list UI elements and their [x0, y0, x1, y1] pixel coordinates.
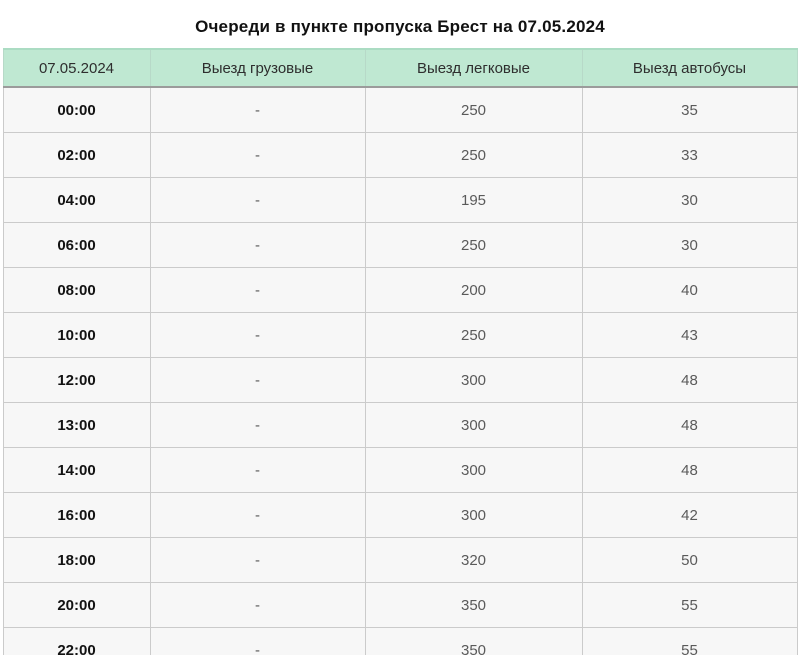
cars-cell: 300: [364, 357, 583, 403]
cars-cell: 300: [364, 447, 583, 493]
time-cell: 18:00: [2, 537, 151, 583]
time-cell: 06:00: [2, 222, 151, 268]
header-cell-cars: Выезд легковые: [364, 48, 583, 88]
cars-cell: 195: [364, 177, 583, 223]
buses-cell: 42: [581, 492, 798, 538]
trucks-cell: -: [149, 492, 366, 538]
cars-cell: 200: [364, 267, 583, 313]
time-cell: 10:00: [2, 312, 151, 358]
trucks-cell: -: [149, 357, 366, 403]
cars-cell: 300: [364, 402, 583, 448]
cars-cell: 350: [364, 627, 583, 655]
buses-cell: 40: [581, 267, 798, 313]
trucks-cell: -: [149, 86, 366, 133]
trucks-cell: -: [149, 582, 366, 628]
trucks-cell: -: [149, 132, 366, 178]
time-cell: 14:00: [2, 447, 151, 493]
table-row: 16:00-300 42: [2, 492, 798, 538]
cars-cell: 320: [364, 537, 583, 583]
trucks-cell: -: [149, 537, 366, 583]
cars-cell: 300: [364, 492, 583, 538]
time-cell: 12:00: [2, 357, 151, 403]
table-row: 12:00-300 48: [2, 357, 798, 403]
table-row: 20:00-350 55: [2, 582, 798, 628]
trucks-cell: -: [149, 177, 366, 223]
trucks-cell: -: [149, 627, 366, 655]
trucks-cell: -: [149, 447, 366, 493]
buses-cell: 48: [581, 357, 798, 403]
time-cell: 08:00: [2, 267, 151, 313]
cars-cell: 250: [364, 132, 583, 178]
trucks-cell: -: [149, 402, 366, 448]
time-cell: 04:00: [2, 177, 151, 223]
table-row: 22:00-350 55: [2, 627, 798, 655]
table-row: 14:00-300 48: [2, 447, 798, 493]
time-cell: 20:00: [2, 582, 151, 628]
trucks-cell: -: [149, 312, 366, 358]
header-cell-trucks: Выезд грузовые: [149, 48, 366, 88]
queue-table: 07.05.2024 Выезд грузовые Выезд легковые…: [2, 48, 798, 655]
table-row: 02:00-250 33: [2, 132, 798, 178]
table-row: 08:00-200 40: [2, 267, 798, 313]
header-cell-buses: Выезд автобусы: [581, 48, 798, 88]
table-row: 06:00-250 30: [2, 222, 798, 268]
cars-cell: 250: [364, 222, 583, 268]
buses-cell: 55: [581, 582, 798, 628]
buses-cell: 55: [581, 627, 798, 655]
buses-cell: 48: [581, 402, 798, 448]
trucks-cell: -: [149, 267, 366, 313]
cars-cell: 350: [364, 582, 583, 628]
table-body: 00:00-250 35 02:00-250 33 04:00-195 30 06:00-2…: [2, 86, 798, 655]
trucks-cell: -: [149, 222, 366, 268]
table-row: 18:00-320 50: [2, 537, 798, 583]
header-cell-date: 07.05.2024: [2, 48, 151, 88]
time-cell: 02:00: [2, 132, 151, 178]
table-row: 00:00-250 35: [2, 86, 798, 133]
buses-cell: 43: [581, 312, 798, 358]
time-cell: 22:00: [2, 627, 151, 655]
buses-cell: 30: [581, 177, 798, 223]
table-row: 10:00-250 43: [2, 312, 798, 358]
page-title: Очереди в пункте пропуска Брест на 07.05…: [195, 17, 605, 36]
time-cell: 13:00: [2, 402, 151, 448]
cars-cell: 250: [364, 86, 583, 133]
buses-cell: 33: [581, 132, 798, 178]
table-row: 13:00-300 48: [2, 402, 798, 448]
time-cell: 16:00: [2, 492, 151, 538]
table-row: 04:00-195 30: [2, 177, 798, 223]
time-cell: 00:00: [2, 86, 151, 133]
cars-cell: 250: [364, 312, 583, 358]
buses-cell: 35: [581, 86, 798, 133]
buses-cell: 48: [581, 447, 798, 493]
table-header-row: 07.05.2024 Выезд грузовые Выезд легковые…: [2, 48, 798, 88]
buses-cell: 30: [581, 222, 798, 268]
buses-cell: 50: [581, 537, 798, 583]
